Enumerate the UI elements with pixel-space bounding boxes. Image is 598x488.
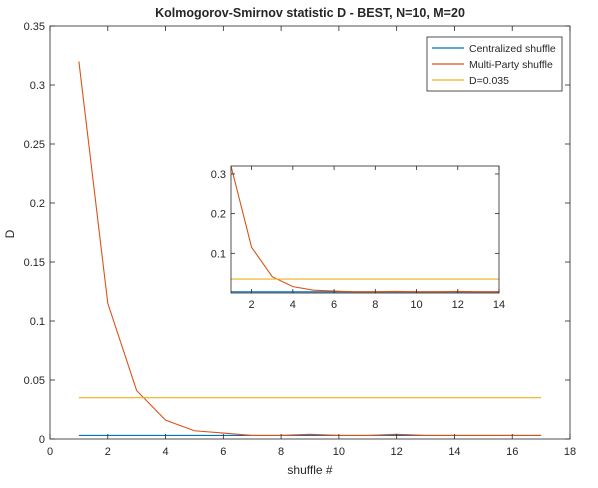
- inset-x-tick-label: 12: [452, 299, 464, 311]
- legend-label-1: Multi-Party shuffle: [469, 59, 553, 71]
- inset-x-tick-label: 6: [331, 299, 337, 311]
- inset-x-tick-label: 4: [290, 299, 296, 311]
- y-tick-label: 0.15: [24, 257, 45, 269]
- y-tick-label: 0.3: [30, 80, 45, 92]
- x-axis-label: shuffle #: [287, 463, 332, 477]
- y-axis-label: D: [3, 229, 17, 238]
- x-tick-label: 18: [564, 446, 576, 458]
- x-tick-label: 0: [47, 446, 53, 458]
- y-tick-label: 0.1: [30, 316, 45, 328]
- x-tick-label: 6: [220, 446, 226, 458]
- x-tick-label: 10: [333, 446, 345, 458]
- inset-series-line-1: [230, 165, 499, 293]
- chart-title: Kolmogorov-Smirnov statistic D - BEST, N…: [155, 6, 465, 20]
- x-tick-label: 8: [278, 446, 284, 458]
- inset-x-tick-label: 14: [493, 299, 505, 311]
- inset-y-tick-label: 0.2: [211, 209, 226, 221]
- y-tick-label: 0.2: [30, 198, 45, 210]
- inset-axes-box: [230, 165, 500, 294]
- series-line-1: [78, 61, 542, 437]
- inset-y-tick-label: 0.1: [211, 248, 226, 260]
- y-tick-label: 0.25: [24, 139, 45, 151]
- inset-y-tick-label: 0.3: [211, 169, 226, 181]
- inset-plot-area: [231, 166, 499, 293]
- y-tick-label: 0.35: [24, 21, 45, 33]
- axes-box: [49, 25, 571, 440]
- x-tick-label: 16: [506, 446, 518, 458]
- inset-x-tick-label: 8: [372, 299, 378, 311]
- y-tick-label: 0.05: [24, 375, 45, 387]
- inset-x-tick-label: 2: [249, 299, 255, 311]
- legend: Centralized shuffle Multi-Party shuffle D=…: [426, 36, 563, 92]
- legend-label-2: D=0.035: [469, 75, 509, 87]
- inset-x-tick-label: 10: [410, 299, 422, 311]
- x-tick-label: 2: [105, 446, 111, 458]
- inset-panel: 2 4 6 8 10 12 14 0.1 0.2 0.3: [211, 165, 505, 311]
- x-tick-label: 4: [162, 446, 168, 458]
- x-tick-label: 12: [391, 446, 403, 458]
- y-tick-label: 0: [39, 434, 45, 446]
- legend-label-0: Centralized shuffle: [469, 43, 556, 55]
- x-tick-label: 14: [448, 446, 460, 458]
